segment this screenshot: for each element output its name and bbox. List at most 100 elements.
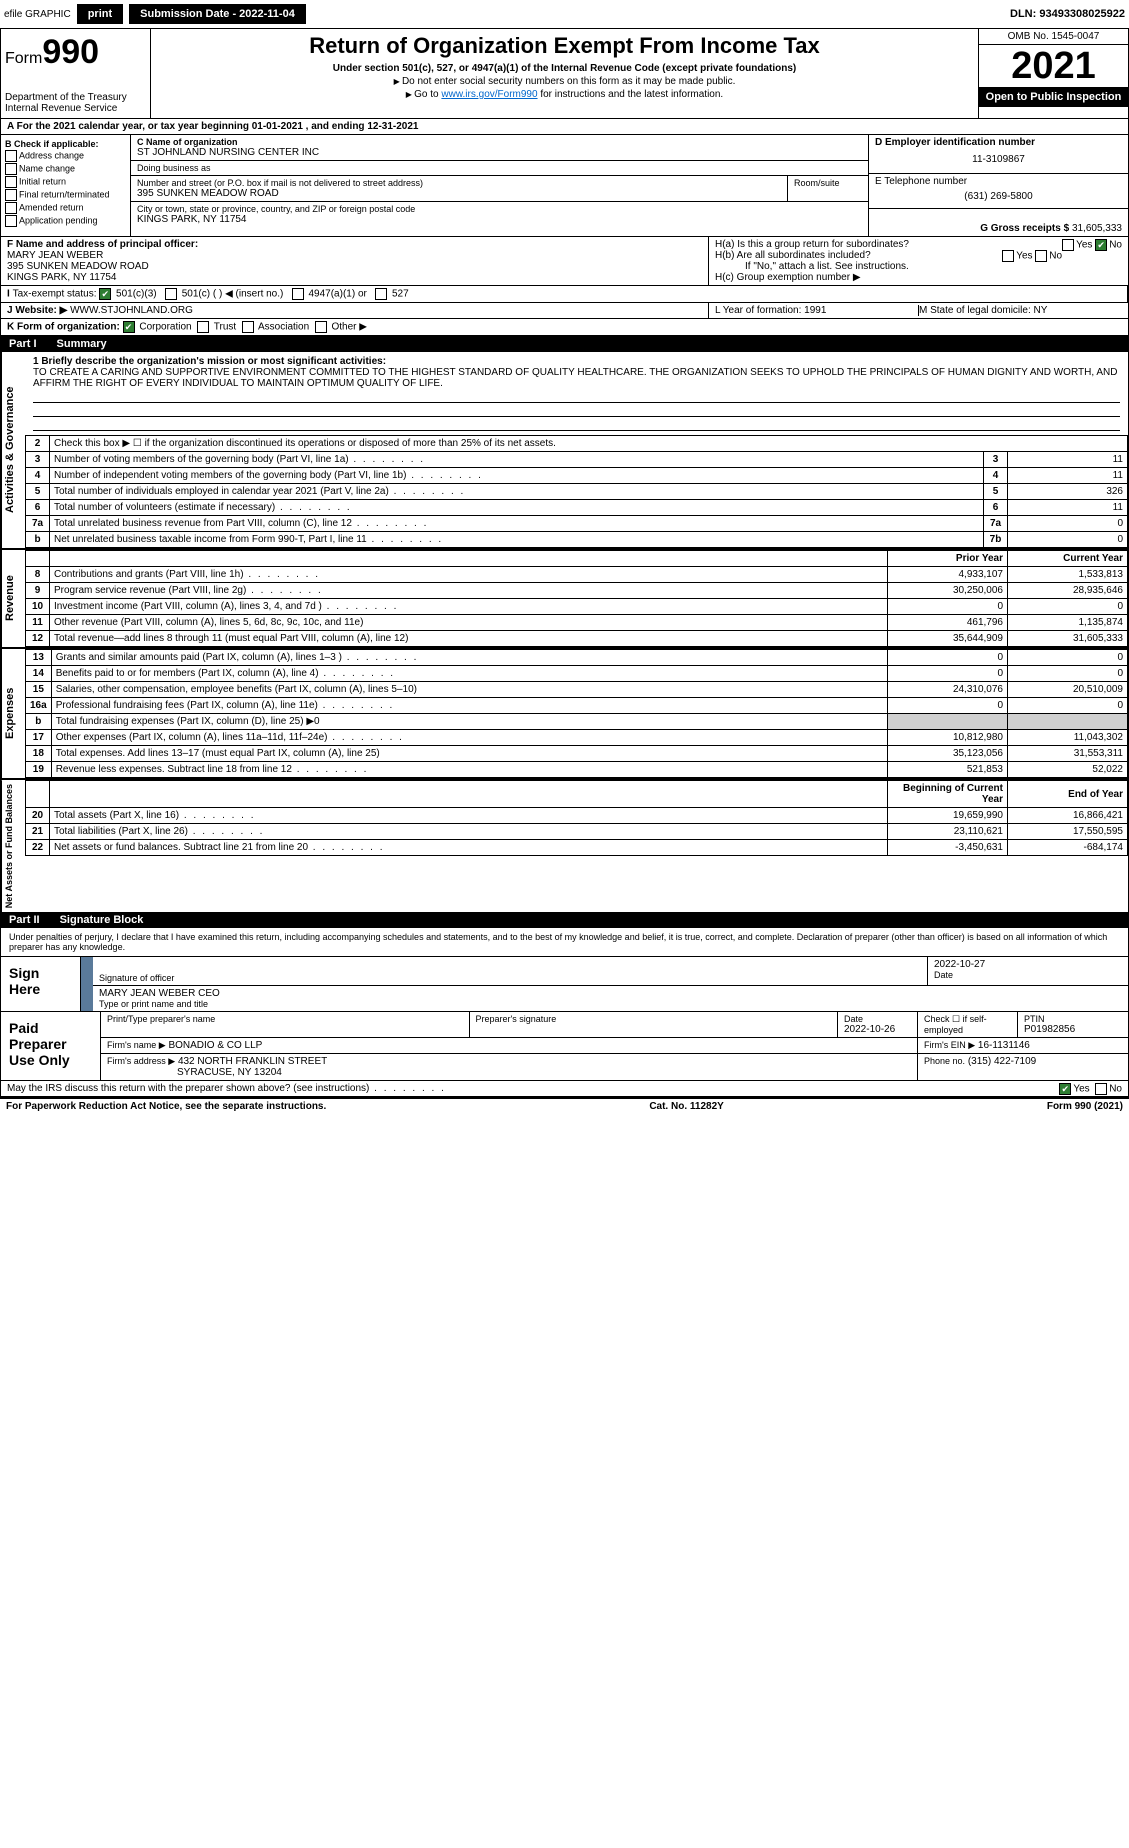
line16b-label: Total fundraising expenses (Part IX, col… (51, 714, 887, 730)
form-number: 990 (42, 33, 99, 71)
revenue-section: Revenue Prior YearCurrent Year 8Contribu… (1, 548, 1128, 647)
line2: Check this box ▶ ☐ if the organization d… (50, 436, 1128, 452)
cb-discuss-no[interactable] (1095, 1084, 1109, 1095)
cb-association[interactable] (242, 322, 256, 333)
cb-other[interactable] (315, 322, 329, 333)
line21-py: 23,110,621 (888, 824, 1008, 840)
goto-post: for instructions and the latest informat… (538, 89, 724, 100)
line12-py: 35,644,909 (888, 631, 1008, 647)
cb-final-return[interactable]: Final return/terminated (5, 189, 126, 201)
expenses-section: Expenses 13Grants and similar amounts pa… (1, 647, 1128, 778)
mission-label: 1 Briefly describe the organization's mi… (33, 356, 1120, 367)
line19-label: Revenue less expenses. Subtract line 18 … (51, 762, 887, 778)
line8-cy: 1,533,813 (1008, 567, 1128, 583)
ein-label: D Employer identification number (875, 137, 1122, 148)
sig-officer-label: Signature of officer (99, 973, 921, 983)
phone-label: Phone no. (924, 1056, 965, 1066)
line7b-val: 0 (1008, 532, 1128, 548)
line11-cy: 1,135,874 (1008, 615, 1128, 631)
vtab-governance: Activities & Governance (1, 352, 25, 548)
goto-pre: Go to (414, 89, 441, 100)
sig-date-label: Date (934, 970, 1122, 980)
line15-label: Salaries, other compensation, employee b… (51, 682, 887, 698)
efile-label: efile GRAPHIC (4, 9, 71, 20)
mission-text: TO CREATE A CARING AND SUPPORTIVE ENVIRO… (33, 367, 1120, 389)
cb-4947[interactable] (292, 289, 306, 300)
line22-py: -3,450,631 (888, 840, 1008, 856)
form-title: Return of Organization Exempt From Incom… (159, 33, 970, 59)
firm-name-label: Firm's name ▶ (107, 1040, 166, 1050)
line14-label: Benefits paid to or for members (Part IX… (51, 666, 887, 682)
part1-num: Part I (9, 338, 37, 350)
part1-header: Part I Summary (1, 336, 1128, 352)
part2-header: Part II Signature Block (1, 912, 1128, 928)
line13-py: 0 (888, 650, 1008, 666)
line6-val: 11 (1008, 500, 1128, 516)
footer-mid: Cat. No. 11282Y (649, 1101, 723, 1112)
print-button[interactable]: print (77, 4, 123, 24)
footer-left: For Paperwork Reduction Act Notice, see … (6, 1101, 326, 1112)
prep-name-label: Print/Type preparer's name (107, 1014, 463, 1024)
part2-title: Signature Block (60, 914, 144, 926)
line20-py: 19,659,990 (888, 808, 1008, 824)
line15-cy: 20,510,009 (1008, 682, 1128, 698)
line3-val: 11 (1008, 452, 1128, 468)
sign-here-row: Sign Here Signature of officer 2022-10-2… (1, 956, 1128, 1011)
line14-py: 0 (888, 666, 1008, 682)
vtab-revenue: Revenue (1, 550, 25, 647)
line18-label: Total expenses. Add lines 13–17 (must eq… (51, 746, 887, 762)
line8-py: 4,933,107 (888, 567, 1008, 583)
ptin-value: P01982856 (1024, 1024, 1122, 1035)
page-footer: For Paperwork Reduction Act Notice, see … (0, 1098, 1129, 1114)
line22-label: Net assets or fund balances. Subtract li… (50, 840, 888, 856)
hdr-eoy: End of Year (1008, 781, 1128, 808)
cb-501c3[interactable] (99, 289, 113, 300)
line6-label: Total number of volunteers (estimate if … (50, 500, 984, 516)
hdr-boy: Beginning of Current Year (888, 781, 1008, 808)
form-subtitle: Under section 501(c), 527, or 4947(a)(1)… (159, 63, 970, 74)
tel-value: (631) 269-5800 (875, 187, 1122, 206)
line13-label: Grants and similar amounts paid (Part IX… (51, 650, 887, 666)
line20-label: Total assets (Part X, line 16) (50, 808, 888, 824)
line19-cy: 52,022 (1008, 762, 1128, 778)
row-k-form-org: K Form of organization: Corporation Trus… (1, 319, 1128, 336)
irs-label: Internal Revenue Service (5, 103, 146, 114)
firm-addr-label: Firm's address ▶ (107, 1056, 175, 1066)
ein-value: 11-3109867 (875, 148, 1122, 171)
line9-label: Program service revenue (Part VIII, line… (50, 583, 888, 599)
line10-py: 0 (888, 599, 1008, 615)
dept-label: Department of the Treasury (5, 92, 146, 103)
line15-py: 24,310,076 (888, 682, 1008, 698)
cb-address-change[interactable]: Address change (5, 150, 126, 162)
line5-val: 326 (1008, 484, 1128, 500)
line12-label: Total revenue—add lines 8 through 11 (mu… (50, 631, 888, 647)
cb-app-pending[interactable]: Application pending (5, 215, 126, 227)
officer-name-title: MARY JEAN WEBER CEO (99, 988, 1122, 999)
irs-link[interactable]: www.irs.gov/Form990 (441, 89, 537, 100)
line7a-val: 0 (1008, 516, 1128, 532)
cb-discuss-yes[interactable] (1059, 1084, 1073, 1095)
form-word: Form (5, 50, 42, 67)
cb-corporation[interactable] (123, 322, 137, 333)
cb-amended[interactable]: Amended return (5, 202, 126, 214)
prep-date: 2022-10-26 (844, 1024, 911, 1035)
cb-initial-return[interactable]: Initial return (5, 176, 126, 188)
line11-py: 461,796 (888, 615, 1008, 631)
cb-name-change[interactable]: Name change (5, 163, 126, 175)
revenue-table: Prior YearCurrent Year 8Contributions an… (25, 550, 1128, 647)
form-990-container: Form990 Department of the Treasury Inter… (0, 28, 1129, 1098)
street-address: 395 SUNKEN MEADOW ROAD (137, 188, 781, 199)
org-name: ST JOHNLAND NURSING CENTER INC (137, 147, 862, 158)
cb-501c[interactable] (165, 289, 179, 300)
cb-527[interactable] (375, 289, 389, 300)
cb-trust[interactable] (197, 322, 211, 333)
year-formation: L Year of formation: 1991 (715, 305, 919, 316)
officer-name-label: Type or print name and title (99, 999, 1122, 1009)
submission-date-button[interactable]: Submission Date - 2022-11-04 (129, 4, 306, 24)
phone-value: (315) 422-7109 (968, 1056, 1036, 1067)
self-employed-check[interactable]: Check ☐ if self-employed (918, 1012, 1018, 1037)
net-assets-section: Net Assets or Fund Balances Beginning of… (1, 778, 1128, 912)
row-j-website: J Website: ▶ WWW.STJOHNLAND.ORG L Year o… (1, 303, 1128, 319)
form-org-label: K Form of organization: (7, 322, 120, 333)
website-value: WWW.STJOHNLAND.ORG (70, 305, 193, 316)
